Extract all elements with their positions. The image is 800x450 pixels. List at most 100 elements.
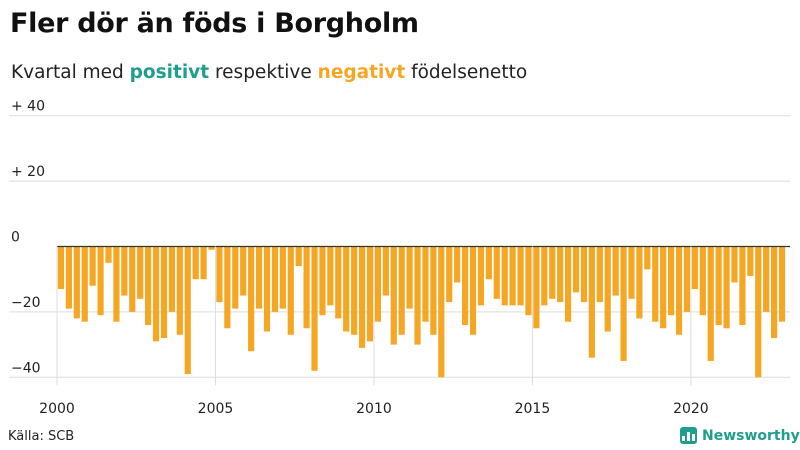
bar: [652, 246, 659, 322]
bar: [763, 246, 770, 312]
bar: [628, 246, 635, 299]
bar: [493, 246, 500, 299]
bar: [533, 246, 540, 329]
x-tick-label: 2000: [39, 401, 75, 417]
bar: [176, 246, 183, 335]
subtitle-prefix: Kvartal med: [11, 62, 124, 83]
bar-chart: + 40 + 20 0 −20 −40 2000 2005 2010 2015 2020: [9, 99, 790, 417]
bar: [295, 246, 302, 267]
bar: [271, 246, 278, 312]
bar: [232, 246, 239, 309]
bar: [715, 246, 722, 325]
bar: [572, 246, 580, 293]
y-tick-label: + 20: [11, 164, 45, 180]
bar: [557, 246, 564, 303]
bar: [541, 246, 548, 306]
subtitle-negative-word: negativt: [317, 62, 406, 83]
bar: [739, 246, 746, 325]
chart-subtitle: Kvartal med positivt respektive negativt…: [11, 62, 527, 83]
bar: [255, 246, 263, 309]
bar: [588, 246, 595, 358]
bar: [414, 246, 421, 345]
bar-chart-icon: [680, 427, 697, 444]
bar: [723, 246, 730, 329]
bar: [160, 246, 168, 339]
bar: [97, 246, 104, 316]
bar: [184, 246, 191, 375]
bar: [406, 246, 413, 309]
bar: [192, 246, 199, 280]
bar: [430, 246, 437, 335]
bar: [287, 246, 294, 335]
bar: [771, 246, 778, 339]
y-tick-label: −40: [11, 360, 41, 376]
bar: [438, 246, 445, 378]
subtitle-positive-word: positivt: [129, 62, 210, 83]
bar: [224, 246, 231, 329]
bar: [121, 246, 128, 296]
bar: [374, 246, 382, 322]
brand-name: Newsworthy: [702, 427, 800, 444]
bar: [327, 246, 334, 306]
bar: [57, 246, 65, 290]
bar: [382, 246, 389, 296]
bar: [311, 246, 318, 371]
bar: [699, 246, 706, 316]
bar: [636, 246, 643, 319]
bar: [461, 246, 469, 325]
bar: [691, 246, 698, 290]
bar: [612, 246, 619, 296]
brand-logo: Newsworthy: [680, 427, 800, 444]
bar: [145, 246, 152, 325]
bar: [248, 246, 255, 352]
bar: [731, 246, 738, 283]
bar: [81, 246, 88, 322]
x-tick-label: 2010: [356, 401, 392, 417]
bar: [398, 246, 405, 335]
bar: [660, 246, 667, 329]
bar: [279, 246, 286, 309]
subtitle-suffix: födelsenetto: [411, 62, 528, 83]
bar: [525, 246, 532, 316]
bar: [137, 246, 144, 299]
x-tick-label: 2015: [515, 401, 551, 417]
bar: [755, 246, 762, 378]
bar: [620, 246, 627, 361]
bar: [351, 246, 358, 335]
bars: [57, 246, 786, 378]
bar: [509, 246, 516, 306]
bar: [366, 246, 374, 342]
bar: [89, 246, 96, 286]
bar: [129, 246, 136, 312]
chart-title: Fler dör än föds i Borgholm: [10, 8, 419, 39]
x-tick-label: 2005: [198, 401, 234, 417]
bar: [65, 246, 72, 309]
bar: [168, 246, 175, 312]
bar: [390, 246, 397, 345]
bar: [565, 246, 572, 322]
bar: [113, 246, 120, 322]
bar: [469, 246, 477, 335]
bar: [747, 246, 754, 276]
bar: [240, 246, 247, 296]
bar: [105, 246, 112, 263]
y-axis-labels: + 40 + 20 0 −20 −40: [11, 99, 45, 377]
source-note: Källa: SCB: [8, 429, 75, 444]
subtitle-middle: respektive: [214, 62, 312, 83]
bar: [446, 246, 453, 303]
bar: [477, 246, 485, 306]
bar: [501, 246, 508, 306]
bar: [517, 246, 524, 306]
bar: [216, 246, 223, 303]
bar: [208, 246, 215, 250]
x-tick-label: 2020: [673, 401, 709, 417]
bar: [263, 246, 271, 332]
bar: [707, 246, 714, 361]
bar: [596, 246, 603, 303]
bar: [683, 246, 691, 312]
x-axis-labels: 2000 2005 2010 2015 2020: [39, 246, 709, 417]
bar: [335, 246, 342, 319]
bar: [200, 246, 207, 280]
bar: [485, 246, 492, 280]
bar: [668, 246, 675, 316]
